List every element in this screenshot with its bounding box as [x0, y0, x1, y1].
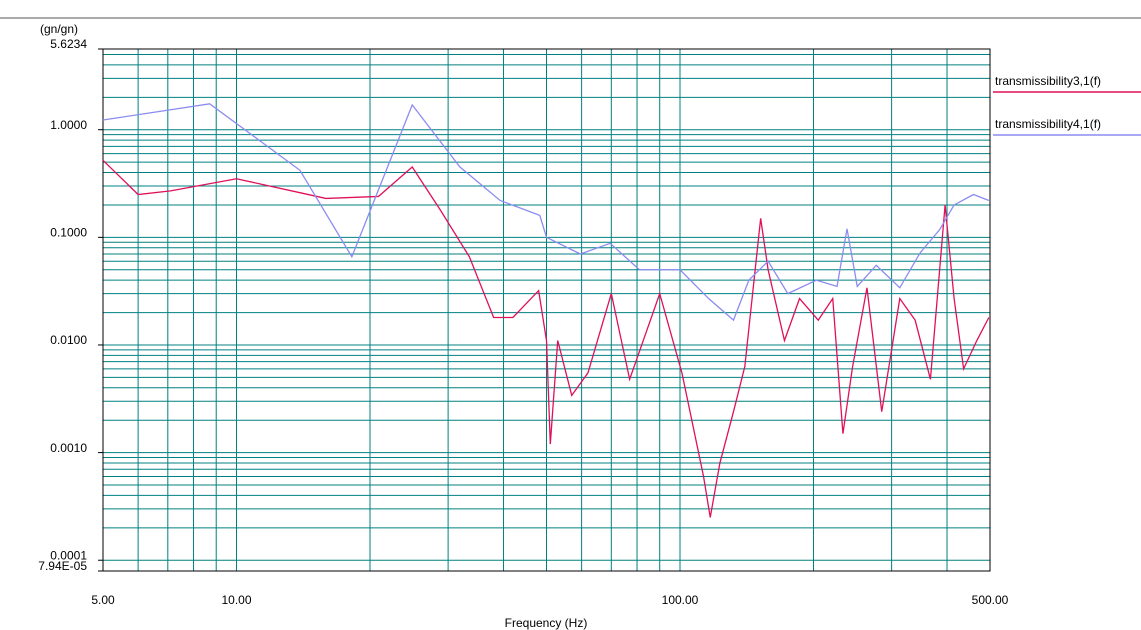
x-axis-label: Frequency (Hz) — [505, 616, 588, 630]
y-tick-label: 5.6234 — [50, 37, 87, 51]
y-tick-label: 7.94E-05 — [38, 559, 87, 573]
y-tick-label: 0.0001 — [50, 548, 87, 562]
x-tick-label: 100.00 — [662, 593, 699, 607]
x-tick-label: 500.00 — [972, 593, 1009, 607]
y-axis-label: (gn/gn) — [40, 22, 78, 36]
y-tick-label: 0.0100 — [50, 333, 87, 347]
series-line — [102, 103, 990, 322]
y-tick-label: 0.0010 — [50, 441, 87, 455]
legend-label: transmissibility4,1(f) — [995, 117, 1101, 131]
series-line — [102, 159, 990, 518]
y-tick-label: 1.0000 — [50, 118, 87, 132]
x-tick-label: 10.00 — [221, 593, 251, 607]
y-tick-label: 0.1000 — [50, 226, 87, 240]
legend-label: transmissibility3,1(f) — [995, 74, 1101, 88]
x-tick-label: 5.00 — [91, 593, 115, 607]
plot-frame — [102, 48, 991, 572]
